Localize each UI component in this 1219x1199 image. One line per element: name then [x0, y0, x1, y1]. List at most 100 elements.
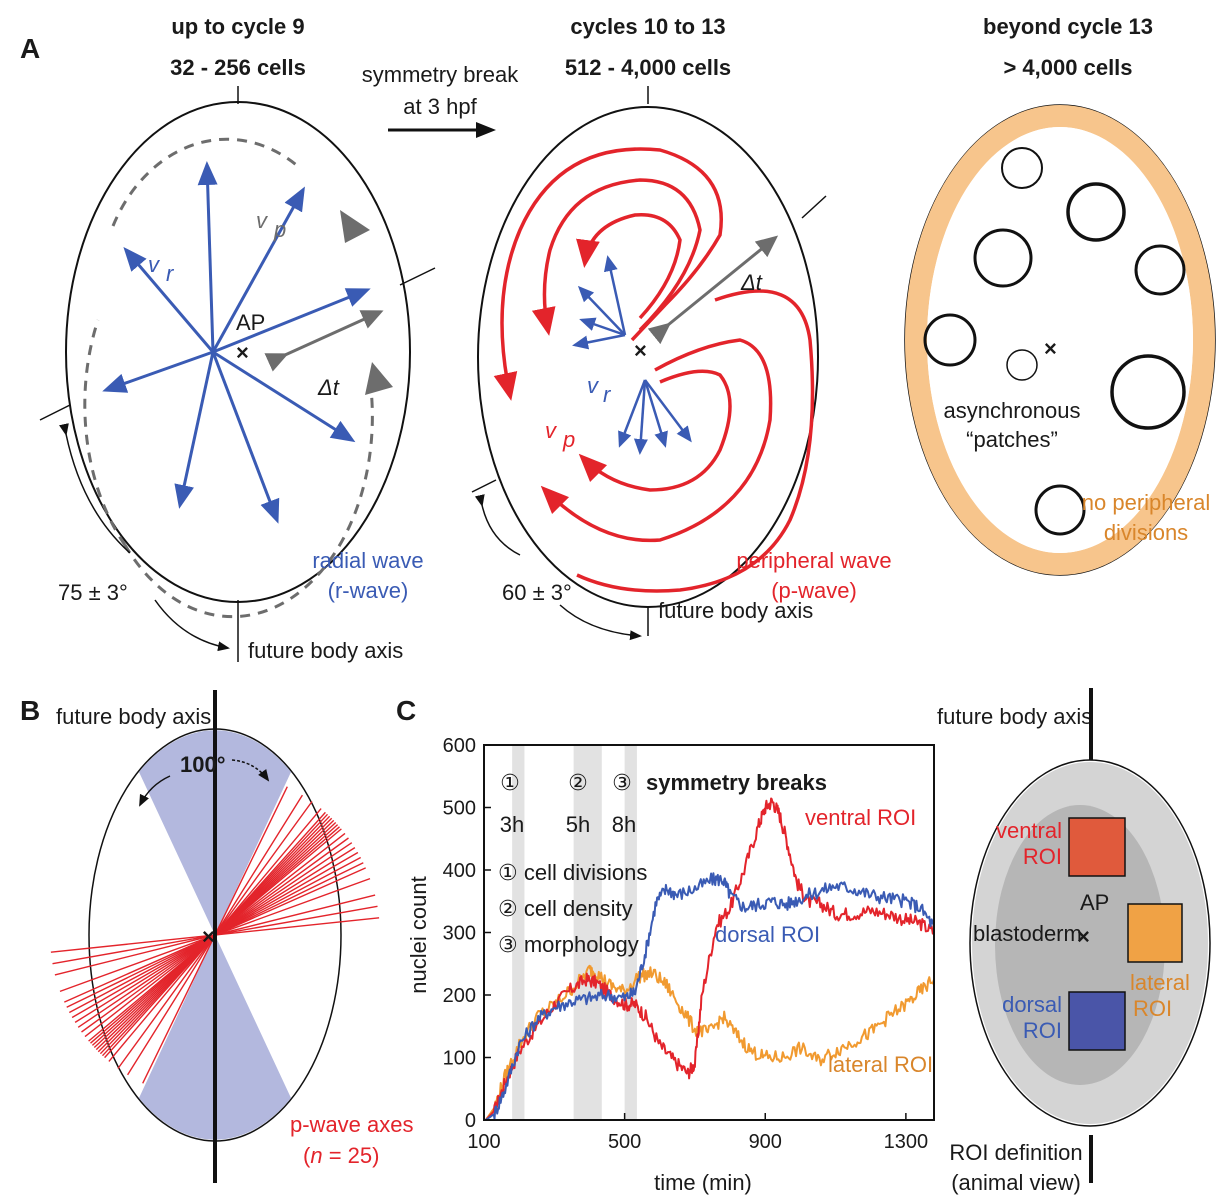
inset-dorsal-line1: dorsal [1002, 992, 1062, 1017]
legend-n3: ③ [612, 770, 632, 795]
left-ap-x-icon: × [236, 340, 249, 365]
middle-ap-x-icon: × [634, 338, 647, 363]
mid-radial-6 [633, 379, 648, 455]
panel-b-angle-label: 100° [180, 752, 226, 777]
label-ventral-roi: ventral ROI [805, 805, 916, 830]
left-vp-label: v [256, 208, 269, 233]
middle-axis-tick-left [471, 479, 497, 493]
inset-ap-x-icon: × [1077, 924, 1090, 949]
left-angle-arc-bottom [154, 599, 230, 652]
inset-lateral-roi-box [1127, 903, 1183, 963]
left-dashed-arc-bottom [123, 379, 374, 619]
left-axis-tick-left [39, 404, 71, 421]
left-vr-label: v [148, 252, 161, 277]
transition-line2: at 3 hpf [403, 94, 477, 119]
shaded-band-1 [512, 745, 525, 1120]
panel-a-left: up to cycle 9 32 - 256 cells v p v r AP … [39, 14, 436, 663]
left-dt-arrow [264, 310, 384, 372]
legend-header: symmetry breaks [646, 770, 827, 795]
left-radial-arrows [102, 161, 371, 524]
inset-def-line2: (animal view) [951, 1170, 1081, 1195]
middle-vr-label: v [587, 373, 600, 398]
mid-radial-4 [572, 333, 626, 350]
patch-3 [973, 228, 1033, 288]
inset-lateral-line2: ROI [1133, 996, 1172, 1021]
panel-b-sector [139, 730, 291, 1140]
panel-b-angle-arrow-left [139, 775, 171, 807]
left-header-line2: 32 - 256 cells [170, 55, 306, 80]
x-tick-label-900: 900 [749, 1131, 782, 1153]
inset-lateral-line1: lateral [1130, 970, 1190, 995]
inset-ventral-roi-box [1068, 817, 1126, 877]
legend-t3: 8h [612, 812, 636, 837]
panel-label-b: B [20, 695, 40, 726]
panel-b: B future body axis × 100° p-wave axes (n… [20, 690, 414, 1183]
radial-arrow-down [211, 351, 280, 524]
chart-y-ticks: 0 100 200 300 400 500 600 [443, 735, 491, 1132]
chart-xlabel: time (min) [654, 1170, 752, 1195]
legend-t1: 3h [500, 812, 524, 837]
n-label-pre: ( [303, 1143, 311, 1168]
radial-arrow-downleft [174, 351, 215, 509]
chart-bands [512, 745, 637, 1120]
y-tick-label-400: 400 [443, 860, 476, 882]
panel-a-transition: symmetry break at 3 hpf [362, 62, 519, 138]
middle-angle-arc-left [474, 494, 521, 556]
left-dt-label: Δt [317, 375, 340, 400]
radial-arrow-upright [211, 186, 305, 353]
panel-b-pwave-label: p-wave axes [290, 1112, 414, 1137]
left-header-line1: up to cycle 9 [171, 14, 304, 39]
middle-vp-sub: p [562, 427, 575, 452]
mid-radial-3 [579, 317, 626, 337]
left-dashed-arc-top [111, 137, 301, 227]
label-dorsal-roi: dorsal ROI [715, 922, 820, 947]
x-tick-label-1300: 1300 [884, 1131, 929, 1153]
patch-5 [923, 313, 977, 367]
left-wave-line2: (r-wave) [328, 578, 409, 603]
patch-1 [1001, 147, 1043, 189]
patch-6 [1006, 349, 1038, 381]
shaded-band-3 [624, 745, 637, 1120]
middle-dt-arrow [647, 235, 779, 345]
patch-8 [1034, 484, 1086, 536]
panel-b-n-label: (n = 25) [303, 1143, 379, 1168]
legend-item1: ① cell divisions [498, 860, 647, 885]
inset-axis-label: future body axis [937, 704, 1092, 729]
inset-def-line1: ROI definition [949, 1140, 1082, 1165]
shaded-band-2 [573, 745, 602, 1120]
inset-ventral-line2: ROI [1023, 844, 1062, 869]
p-arrow-outer-bottom [540, 338, 773, 543]
p-arrow-mid-bottom [578, 369, 732, 492]
mid-radial-2 [577, 285, 626, 336]
radial-arrow-up [197, 161, 218, 353]
radial-arrow-upleft [123, 246, 215, 353]
left-angle-label: 75 ± 3° [58, 580, 128, 605]
middle-radial-arrows [572, 255, 692, 455]
y-tick-label-0: 0 [465, 1110, 476, 1132]
chart-x-ticks: 100 500 900 1300 [467, 1113, 928, 1153]
middle-header-line2: 512 - 4,000 cells [565, 55, 731, 80]
middle-dt-label: Δt [740, 270, 763, 295]
left-axis-label: future body axis [248, 638, 403, 663]
y-tick-label-500: 500 [443, 798, 476, 820]
legend-item2: ② cell density [498, 896, 633, 921]
middle-vr-sub: r [603, 382, 612, 407]
panel-b-axis-label: future body axis [56, 704, 211, 729]
patch-4 [1134, 244, 1186, 296]
y-tick-label-600: 600 [443, 735, 476, 757]
chart-ylabel: nuclei count [406, 876, 431, 993]
middle-vp-label: v [545, 418, 558, 443]
right-header-line1: beyond cycle 13 [983, 14, 1153, 39]
n-label-post: = 25) [323, 1143, 380, 1168]
middle-wave-line2: (p-wave) [771, 578, 857, 603]
panel-c-inset: future body axis ventral ROI AP × blasto… [937, 688, 1211, 1195]
middle-axis-label: future body axis [658, 598, 813, 623]
radial-arrow-left [102, 350, 214, 393]
inset-ventral-line1: ventral [996, 818, 1062, 843]
right-ap-x-icon: × [1044, 336, 1057, 361]
panel-label-c: C [396, 695, 416, 726]
middle-wave-line1: peripheral wave [736, 548, 891, 573]
series-line-ventral [485, 797, 935, 1121]
